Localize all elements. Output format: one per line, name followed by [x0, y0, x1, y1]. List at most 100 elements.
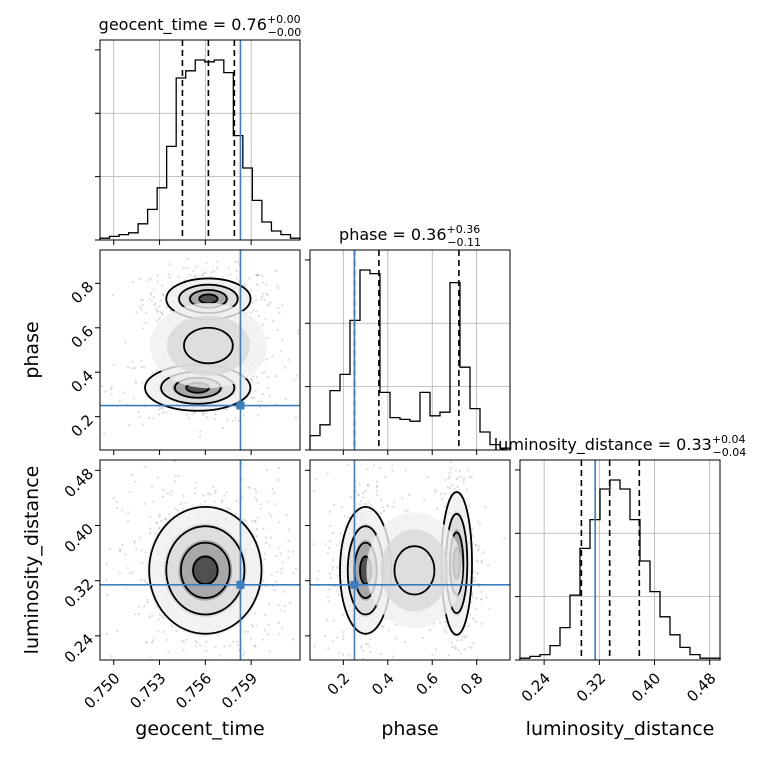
sample-point — [274, 580, 277, 584]
sample-point — [276, 284, 279, 287]
sample-point — [110, 385, 113, 389]
sample-point — [283, 610, 286, 613]
sample-point — [294, 416, 297, 420]
sample-point — [381, 625, 384, 628]
sample-point — [105, 578, 108, 582]
sample-point — [444, 492, 447, 495]
sample-point — [487, 564, 490, 567]
sample-point — [164, 517, 167, 521]
sample-point — [161, 406, 165, 410]
sample-point — [280, 571, 283, 575]
sample-point — [347, 516, 350, 519]
sample-point — [162, 630, 165, 633]
sample-point — [159, 613, 162, 616]
panel-2d-geocent_time-luminosity_distance — [95, 459, 301, 665]
truth-marker — [350, 580, 359, 589]
sample-point — [482, 551, 485, 554]
sample-point — [252, 396, 255, 399]
sample-point — [143, 502, 146, 505]
sample-point — [456, 639, 459, 642]
sample-point — [401, 497, 404, 500]
density-region — [191, 555, 219, 586]
sample-point — [251, 301, 254, 304]
sample-point — [448, 654, 451, 657]
sample-point — [324, 634, 327, 638]
sample-point — [193, 492, 196, 495]
sample-point — [141, 381, 144, 384]
sample-point — [426, 476, 429, 479]
sample-point — [277, 287, 280, 290]
x-tick-label: 0.759 — [218, 669, 261, 712]
sample-point — [450, 467, 453, 470]
sample-point — [155, 320, 158, 323]
sample-point — [148, 298, 151, 301]
sample-point — [204, 271, 207, 274]
sample-point — [476, 571, 479, 575]
sample-point — [287, 556, 290, 560]
y-tick-label: 0.6 — [67, 322, 97, 352]
sample-point — [202, 494, 205, 497]
sample-point — [135, 547, 138, 551]
sample-point — [317, 570, 320, 573]
sample-point — [264, 542, 267, 545]
sample-point — [254, 488, 257, 491]
sample-point — [366, 483, 370, 486]
sample-point — [185, 413, 188, 416]
sample-point — [263, 371, 266, 374]
x-tick-label: 0.6 — [413, 669, 443, 699]
sample-point — [462, 480, 465, 483]
sample-point — [264, 318, 267, 321]
sample-point — [369, 638, 372, 641]
sample-point — [241, 496, 244, 499]
sample-point — [340, 506, 343, 509]
sample-point — [232, 640, 235, 643]
sample-point — [214, 489, 217, 493]
sample-point — [265, 358, 268, 361]
sample-point — [152, 417, 155, 420]
sample-point — [472, 617, 475, 620]
contour-line — [393, 545, 436, 596]
sample-point — [140, 366, 143, 369]
sample-point — [125, 587, 128, 590]
sample-point — [139, 578, 142, 582]
sample-point — [341, 653, 345, 656]
sample-point — [475, 597, 478, 600]
sample-point — [223, 645, 226, 648]
sample-point — [288, 528, 291, 531]
x-tick-label: 0.40 — [628, 669, 664, 705]
sample-point — [141, 327, 144, 330]
sample-point — [201, 273, 204, 276]
sample-point — [266, 293, 269, 297]
sample-point — [144, 580, 147, 583]
sample-point — [444, 478, 447, 481]
sample-point — [193, 487, 196, 490]
sample-point — [336, 544, 339, 547]
sample-point — [271, 488, 274, 491]
sample-point — [118, 550, 121, 553]
sample-point — [185, 638, 188, 641]
sample-point — [132, 397, 136, 400]
sample-point — [285, 514, 288, 517]
sample-point — [152, 296, 155, 299]
sample-point — [158, 526, 161, 530]
sample-point — [134, 382, 137, 385]
sample-point — [124, 553, 127, 556]
contour-line — [180, 541, 231, 599]
sample-point — [143, 465, 146, 468]
sample-point — [337, 586, 340, 589]
sample-point — [148, 616, 151, 619]
sample-point — [205, 649, 208, 652]
sample-point — [161, 411, 164, 415]
sample-point — [477, 548, 480, 551]
sample-point — [131, 367, 134, 370]
sample-point — [176, 509, 179, 512]
sample-point — [434, 648, 437, 651]
sample-point — [315, 478, 318, 481]
sample-point — [174, 474, 177, 477]
truth-marker — [236, 580, 245, 589]
sample-point — [480, 560, 483, 563]
sample-point — [264, 585, 267, 588]
sample-point — [263, 298, 266, 301]
sample-point — [244, 630, 247, 633]
